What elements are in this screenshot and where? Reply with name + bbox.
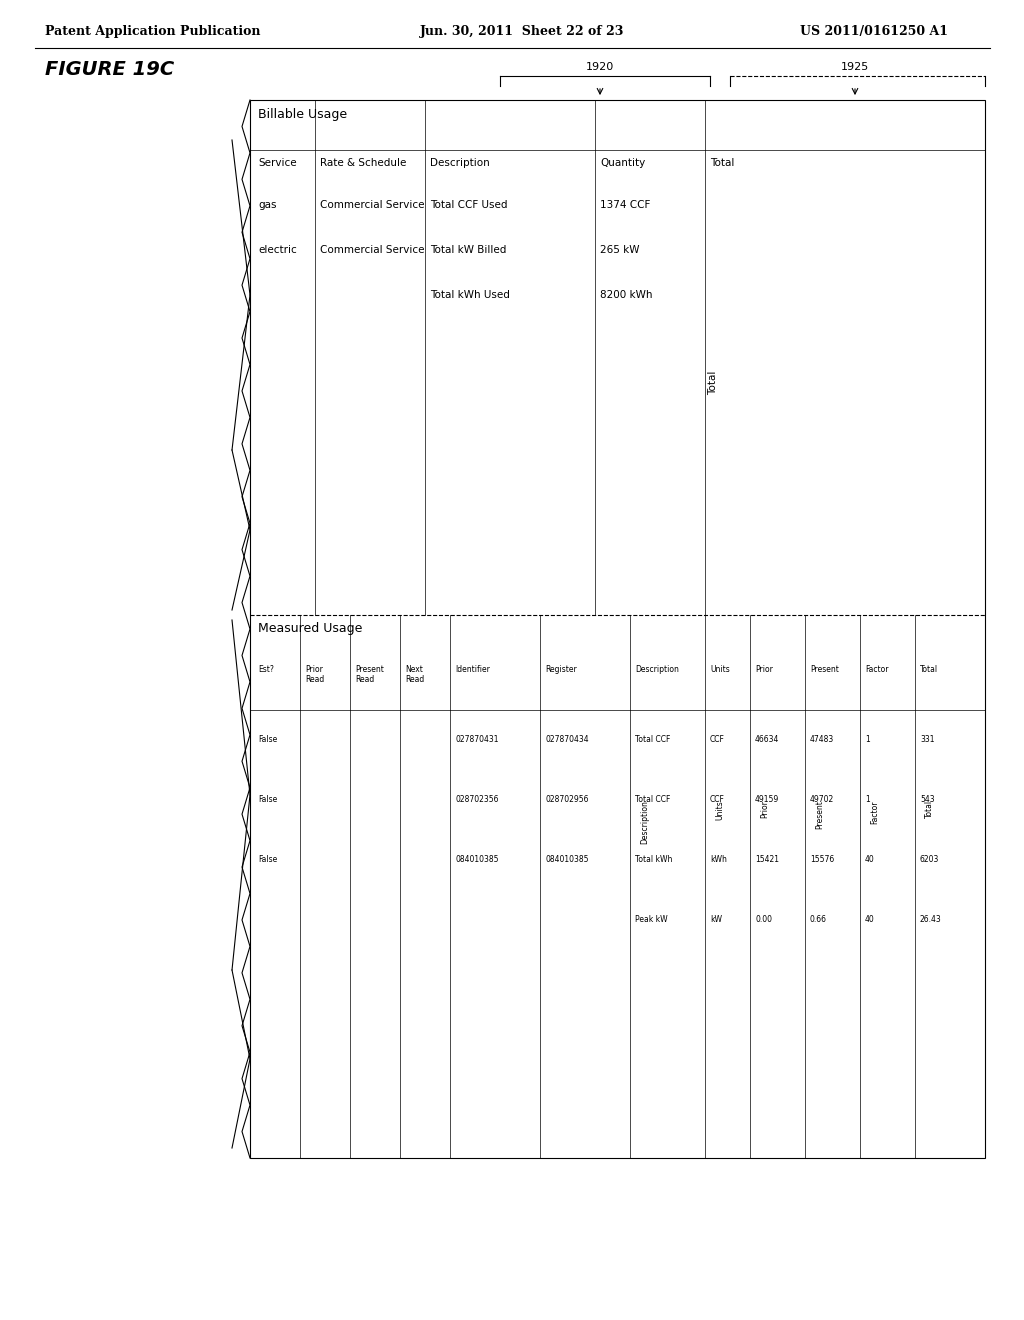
Text: 265 kW: 265 kW — [600, 246, 640, 255]
Text: False: False — [258, 795, 278, 804]
Text: Next
Read: Next Read — [406, 665, 424, 684]
Text: 0.66: 0.66 — [810, 915, 827, 924]
Text: Measured Usage: Measured Usage — [258, 622, 362, 635]
Text: 8200 kWh: 8200 kWh — [600, 290, 652, 300]
Text: 084010385: 084010385 — [545, 855, 589, 865]
Text: Present: Present — [815, 800, 824, 829]
Text: kWh: kWh — [710, 855, 727, 865]
Text: Present
Read: Present Read — [355, 665, 384, 684]
Text: 47483: 47483 — [810, 735, 835, 744]
Text: Units: Units — [715, 800, 724, 820]
Text: 1: 1 — [865, 795, 869, 804]
Text: Description: Description — [635, 665, 679, 675]
Text: electric: electric — [258, 246, 297, 255]
Text: 084010385: 084010385 — [455, 855, 499, 865]
Text: Factor: Factor — [865, 665, 889, 675]
Text: Present: Present — [810, 665, 839, 675]
Text: Total CCF: Total CCF — [635, 795, 671, 804]
Text: 027870431: 027870431 — [455, 735, 499, 744]
Text: Commercial Service: Commercial Service — [319, 246, 425, 255]
Text: Description: Description — [640, 800, 649, 843]
Text: 15421: 15421 — [755, 855, 779, 865]
Text: kW: kW — [710, 915, 722, 924]
Text: 46634: 46634 — [755, 735, 779, 744]
Text: 027870434: 027870434 — [545, 735, 589, 744]
Text: Patent Application Publication: Patent Application Publication — [45, 25, 260, 38]
Text: US 2011/0161250 A1: US 2011/0161250 A1 — [800, 25, 948, 38]
Text: Total CCF: Total CCF — [635, 735, 671, 744]
Text: Register: Register — [545, 665, 577, 675]
Text: Prior
Read: Prior Read — [305, 665, 325, 684]
Text: Quantity: Quantity — [600, 158, 645, 168]
Text: Total kWh Used: Total kWh Used — [430, 290, 510, 300]
Text: 26.43: 26.43 — [920, 915, 942, 924]
Bar — [250, 100, 985, 1158]
Text: 40: 40 — [865, 855, 874, 865]
Text: Est?: Est? — [258, 665, 273, 675]
Text: Prior: Prior — [755, 665, 773, 675]
Text: 1925: 1925 — [841, 62, 869, 73]
Text: Identifier: Identifier — [455, 665, 489, 675]
Text: Total: Total — [925, 800, 934, 818]
Text: Total: Total — [920, 665, 938, 675]
Text: 1920: 1920 — [586, 62, 614, 73]
Text: Factor: Factor — [870, 800, 879, 824]
Text: 40: 40 — [865, 915, 874, 924]
Text: Jun. 30, 2011  Sheet 22 of 23: Jun. 30, 2011 Sheet 22 of 23 — [420, 25, 625, 38]
Text: 49702: 49702 — [810, 795, 835, 804]
Text: CCF: CCF — [710, 795, 725, 804]
Text: Billable Usage: Billable Usage — [258, 108, 347, 121]
Text: Description: Description — [430, 158, 489, 168]
Text: Commercial Service: Commercial Service — [319, 201, 425, 210]
Text: Total: Total — [710, 158, 734, 168]
Text: False: False — [258, 855, 278, 865]
Text: False: False — [258, 735, 278, 744]
Text: 49159: 49159 — [755, 795, 779, 804]
Text: 028702956: 028702956 — [545, 795, 589, 804]
Text: 1374 CCF: 1374 CCF — [600, 201, 650, 210]
Text: 15576: 15576 — [810, 855, 835, 865]
Text: FIGURE 19C: FIGURE 19C — [45, 59, 174, 79]
Text: Peak kW: Peak kW — [635, 915, 668, 924]
Text: Units: Units — [710, 665, 730, 675]
Text: Rate & Schedule: Rate & Schedule — [319, 158, 407, 168]
Text: 6203: 6203 — [920, 855, 939, 865]
Text: 028702356: 028702356 — [455, 795, 499, 804]
Text: 1: 1 — [865, 735, 869, 744]
Text: 331: 331 — [920, 735, 935, 744]
Text: Total kWh: Total kWh — [635, 855, 673, 865]
Text: Total: Total — [708, 371, 718, 395]
Text: 543: 543 — [920, 795, 935, 804]
Text: Total kW Billed: Total kW Billed — [430, 246, 507, 255]
Text: CCF: CCF — [710, 735, 725, 744]
Text: Total CCF Used: Total CCF Used — [430, 201, 508, 210]
Text: Prior: Prior — [760, 800, 769, 818]
Text: gas: gas — [258, 201, 276, 210]
Text: 0.00: 0.00 — [755, 915, 772, 924]
Text: Service: Service — [258, 158, 297, 168]
